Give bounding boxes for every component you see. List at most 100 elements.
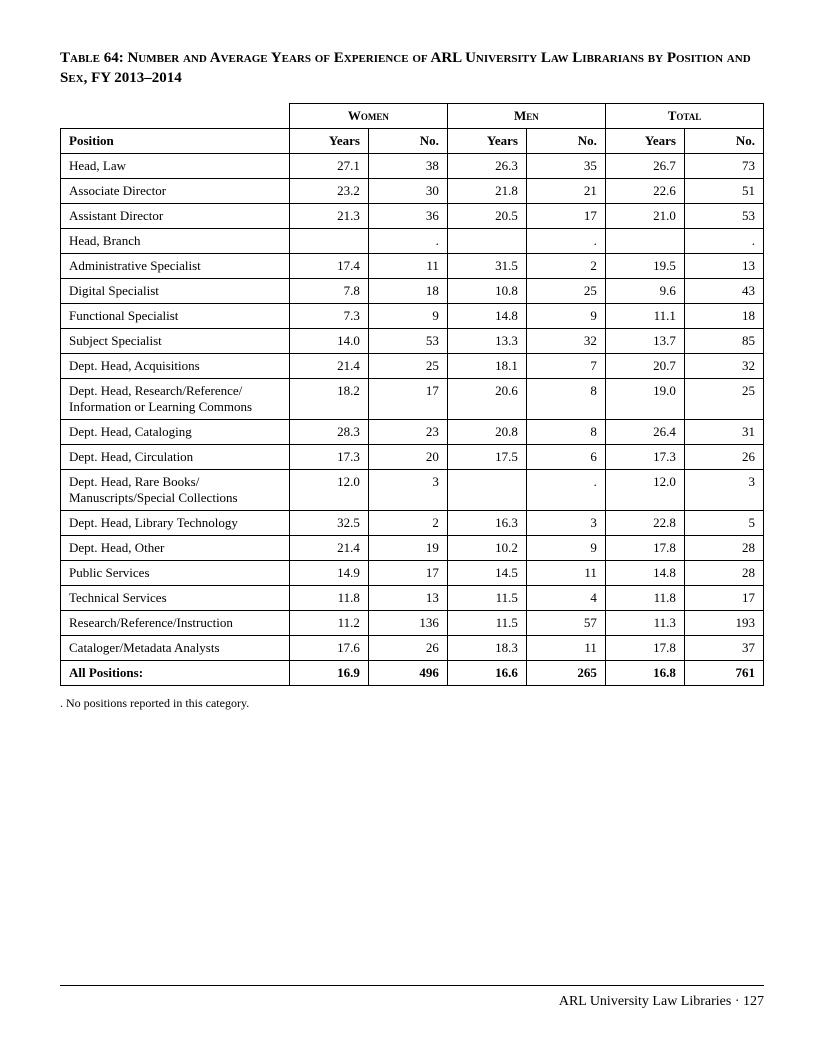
table-row: Dept. Head, Library Technology32.5216.33… — [61, 510, 764, 535]
cell-men-years: 20.6 — [447, 378, 526, 419]
cell-men-no: 3 — [526, 510, 605, 535]
cell-total-years: 12.0 — [605, 469, 684, 510]
cell-women-no: 20 — [368, 444, 447, 469]
cell-total-no: 31 — [684, 419, 763, 444]
cell-men-years: 18.3 — [447, 635, 526, 660]
cell-men-no: 2 — [526, 253, 605, 278]
cell-position: Dept. Head, Acquisitions — [61, 353, 290, 378]
group-header-row: Women Men Total — [61, 103, 764, 128]
cell-men-no: 17 — [526, 203, 605, 228]
cell-position: Head, Branch — [61, 228, 290, 253]
cell-women-years: 17.3 — [289, 444, 368, 469]
cell-men-years: 14.8 — [447, 303, 526, 328]
cell-women-no: 25 — [368, 353, 447, 378]
cell-position: Dept. Head, Rare Books/Manuscripts/Speci… — [61, 469, 290, 510]
cell-total-years: 20.7 — [605, 353, 684, 378]
cell-position: Head, Law — [61, 153, 290, 178]
table-row: Technical Services11.81311.5411.817 — [61, 585, 764, 610]
col-header-women-years: Years — [289, 128, 368, 153]
cell-position: Public Services — [61, 560, 290, 585]
cell-women-years: 21.3 — [289, 203, 368, 228]
cell-position: Associate Director — [61, 178, 290, 203]
cell-women-no: . — [368, 228, 447, 253]
cell-women-years: 17.4 — [289, 253, 368, 278]
cell-men-years: 14.5 — [447, 560, 526, 585]
cell-total-no: 85 — [684, 328, 763, 353]
cell-women-no: 136 — [368, 610, 447, 635]
cell-women-no: 17 — [368, 560, 447, 585]
cell-position: Dept. Head, Circulation — [61, 444, 290, 469]
cell-men-years: 10.8 — [447, 278, 526, 303]
cell-women-no: 17 — [368, 378, 447, 419]
cell-men-no: 32 — [526, 328, 605, 353]
cell-men-years: 17.5 — [447, 444, 526, 469]
cell-men-no: 9 — [526, 535, 605, 560]
cell-men-years: 20.8 — [447, 419, 526, 444]
cell-total-years: 11.3 — [605, 610, 684, 635]
cell-total-no: 25 — [684, 378, 763, 419]
cell-total-no: 26 — [684, 444, 763, 469]
cell-position: Functional Specialist — [61, 303, 290, 328]
data-table: Women Men Total Position Years No. Years… — [60, 103, 764, 686]
col-header-total-years: Years — [605, 128, 684, 153]
cell-total-years — [605, 228, 684, 253]
table-row: Dept. Head, Cataloging28.32320.8826.431 — [61, 419, 764, 444]
table-body: Head, Law27.13826.33526.773Associate Dir… — [61, 153, 764, 685]
cell-men-years: 26.3 — [447, 153, 526, 178]
cell-men-no: 8 — [526, 378, 605, 419]
table-row: Head, Branch... — [61, 228, 764, 253]
cell-women-no: 18 — [368, 278, 447, 303]
cell-men-years: 20.5 — [447, 203, 526, 228]
cell-total-years: 14.8 — [605, 560, 684, 585]
cell-position: Administrative Specialist — [61, 253, 290, 278]
cell-men-no: . — [526, 228, 605, 253]
cell-position: Cataloger/Metadata Analysts — [61, 635, 290, 660]
page-footer: ARL University Law Libraries · 127 — [60, 985, 764, 1010]
cell-total-no: 193 — [684, 610, 763, 635]
cell-men-no: 9 — [526, 303, 605, 328]
cell-position: Subject Specialist — [61, 328, 290, 353]
cell-women-no: 2 — [368, 510, 447, 535]
footnote: . No positions reported in this category… — [60, 696, 764, 711]
cell-women-years — [289, 228, 368, 253]
cell-women-no: 496 — [368, 660, 447, 685]
cell-total-no: 37 — [684, 635, 763, 660]
cell-men-no: 4 — [526, 585, 605, 610]
table-row: Dept. Head, Acquisitions21.42518.1720.73… — [61, 353, 764, 378]
group-header-women: Women — [289, 103, 447, 128]
cell-men-no: 265 — [526, 660, 605, 685]
group-header-men: Men — [447, 103, 605, 128]
cell-women-years: 32.5 — [289, 510, 368, 535]
table-row: Dept. Head, Other21.41910.2917.828 — [61, 535, 764, 560]
cell-total-no: 5 — [684, 510, 763, 535]
cell-women-no: 19 — [368, 535, 447, 560]
cell-total-no: 43 — [684, 278, 763, 303]
table-row: Functional Specialist7.3914.8911.118 — [61, 303, 764, 328]
cell-total-years: 17.3 — [605, 444, 684, 469]
cell-men-no: 25 — [526, 278, 605, 303]
cell-women-no: 53 — [368, 328, 447, 353]
cell-position: All Positions: — [61, 660, 290, 685]
cell-women-no: 26 — [368, 635, 447, 660]
cell-total-no: 73 — [684, 153, 763, 178]
cell-women-years: 23.2 — [289, 178, 368, 203]
table-row: Dept. Head, Research/Reference/Informati… — [61, 378, 764, 419]
cell-total-years: 19.5 — [605, 253, 684, 278]
cell-total-no: 28 — [684, 535, 763, 560]
table-row: All Positions:16.949616.626516.8761 — [61, 660, 764, 685]
cell-men-no: 7 — [526, 353, 605, 378]
cell-men-years: 11.5 — [447, 585, 526, 610]
cell-men-years: 10.2 — [447, 535, 526, 560]
cell-position: Assistant Director — [61, 203, 290, 228]
cell-women-years: 16.9 — [289, 660, 368, 685]
cell-position: Dept. Head, Other — [61, 535, 290, 560]
cell-men-years: 11.5 — [447, 610, 526, 635]
cell-total-years: 21.0 — [605, 203, 684, 228]
cell-position: Dept. Head, Research/Reference/Informati… — [61, 378, 290, 419]
cell-women-years: 11.2 — [289, 610, 368, 635]
col-header-men-no: No. — [526, 128, 605, 153]
table-row: Research/Reference/Instruction11.213611.… — [61, 610, 764, 635]
cell-total-years: 22.6 — [605, 178, 684, 203]
cell-men-no: 21 — [526, 178, 605, 203]
cell-women-years: 27.1 — [289, 153, 368, 178]
